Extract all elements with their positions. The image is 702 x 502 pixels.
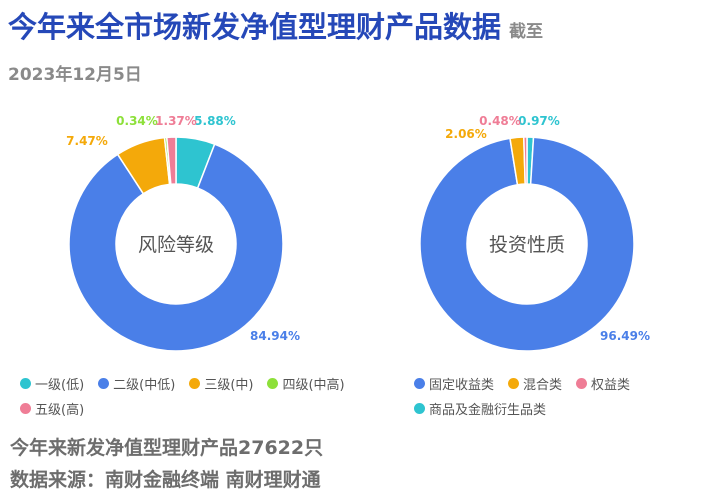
legend-investment-type: 固定收益类 混合类 权益类商品及金融衍生品类 (414, 374, 684, 418)
legend-item[interactable]: 固定收益类 (414, 374, 494, 393)
legend-dot-icon (189, 378, 201, 389)
legend-item[interactable]: 四级(中高) (267, 374, 345, 393)
donut-center-label: 投资性质 (489, 234, 565, 256)
legend-item[interactable]: 混合类 (508, 374, 562, 393)
slice-value-label: 5.88% (194, 114, 236, 128)
slice-value-label: 0.48% (479, 114, 521, 128)
slice-value-label: 0.34% (116, 114, 158, 128)
legend-item[interactable]: 商品及金融衍生品类 (414, 399, 546, 418)
legend-label: 商品及金融衍生品类 (429, 403, 547, 418)
legend-dot-icon (20, 403, 31, 414)
page-title: 今年来全市场新发净值型理财产品数据 截至2023年12月5日 (8, 8, 568, 94)
slice-value-label: 0.97% (518, 114, 560, 128)
legend-label: 二级(中低) (113, 378, 176, 393)
slice-value-label: 96.49% (600, 329, 650, 343)
slice-value-label: 84.94% (250, 329, 300, 343)
legend-label: 三级(中) (204, 378, 254, 393)
data-source-note: 数据来源：南财金融终端 南财理财通 (10, 469, 321, 491)
donut-slice (523, 136, 528, 185)
donut-slice (68, 143, 284, 352)
legend-label: 固定收益类 (429, 378, 495, 393)
donut-center-label: 风险等级 (138, 234, 214, 256)
date-note: 截至2023年12月5日 (8, 22, 544, 85)
legend-dot-icon (508, 378, 520, 389)
total-products-note: 今年来新发净值型理财产品27622只 (10, 437, 324, 459)
legend-item[interactable]: 权益类 (576, 374, 630, 393)
legend-dot-icon (414, 403, 425, 414)
legend-risk-level: 一级(低) 二级(中低) 三级(中) 四级(中高) 五级(高) (20, 374, 360, 418)
legend-label: 四级(中高) (282, 378, 345, 393)
legend-item[interactable]: 二级(中低) (98, 374, 175, 393)
legend-item[interactable]: 三级(中) (189, 374, 253, 393)
slice-value-label: 7.47% (66, 134, 108, 148)
legend-label: 混合类 (523, 378, 563, 393)
legend-dot-icon (267, 378, 279, 389)
legend-label: 一级(低) (35, 378, 85, 393)
slice-value-label: 2.06% (445, 127, 487, 141)
legend-item[interactable]: 五级(高) (20, 399, 84, 418)
legend-item[interactable]: 一级(低) (20, 374, 84, 393)
legend-label: 五级(高) (35, 403, 85, 418)
legend-dot-icon (414, 378, 425, 389)
slice-value-label: 1.37% (155, 114, 197, 128)
donut-slice (165, 136, 177, 186)
title-text: 今年来全市场新发净值型理财产品数据 (8, 10, 502, 44)
donut-slice (419, 136, 635, 352)
legend-dot-icon (20, 378, 31, 389)
legend-dot-icon (98, 378, 110, 389)
legend-label: 权益类 (591, 378, 631, 393)
legend-dot-icon (576, 378, 588, 389)
